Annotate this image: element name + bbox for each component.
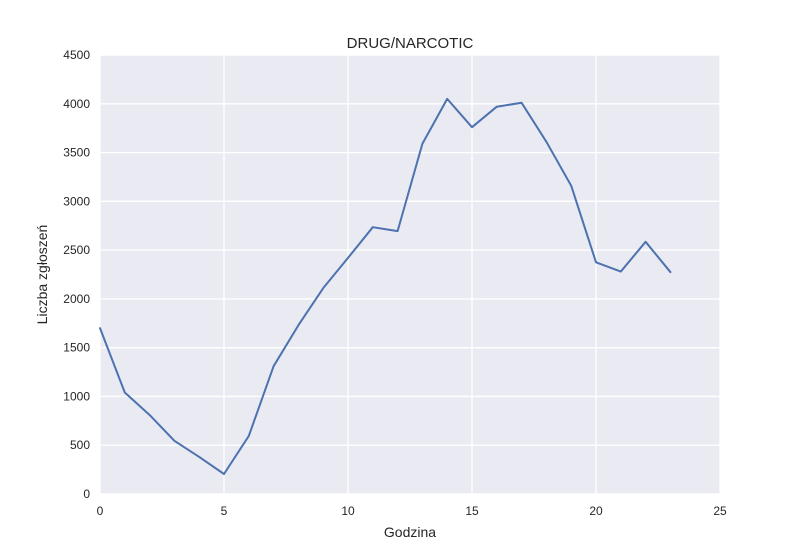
x-axis-label: Godzina	[384, 524, 436, 540]
y-tick-label: 1500	[63, 341, 90, 355]
plot-area	[100, 55, 720, 494]
y-tick-label: 2000	[63, 292, 90, 306]
y-tick-label: 1000	[63, 389, 90, 403]
x-tick-label: 25	[713, 504, 727, 518]
y-axis-label: Liczba zgłoszeń	[34, 225, 50, 325]
chart-title: DRUG/NARCOTIC	[347, 35, 474, 52]
y-tick-label: 2500	[63, 243, 90, 257]
x-tick-label: 5	[221, 504, 228, 518]
x-tick-label: 20	[589, 504, 603, 518]
x-tick-label: 0	[97, 504, 104, 518]
series-line	[99, 97, 672, 475]
y-tick-label: 3000	[63, 194, 90, 208]
data-series	[99, 97, 672, 475]
y-tick-label: 4000	[63, 97, 90, 111]
y-tick-label: 500	[70, 438, 90, 452]
y-tick-label: 3500	[63, 146, 90, 160]
y-tick-label: 0	[83, 487, 90, 501]
y-tick-labels: 0 500 1000 1500 2000 2500 3000 3500 4000 4500	[63, 48, 90, 501]
x-tick-labels: 0 5 10 15 20 25	[97, 504, 727, 518]
grid-lines	[99, 54, 721, 495]
x-tick-label: 10	[341, 504, 355, 518]
y-tick-label: 4500	[63, 48, 90, 62]
x-tick-label: 15	[465, 504, 479, 518]
